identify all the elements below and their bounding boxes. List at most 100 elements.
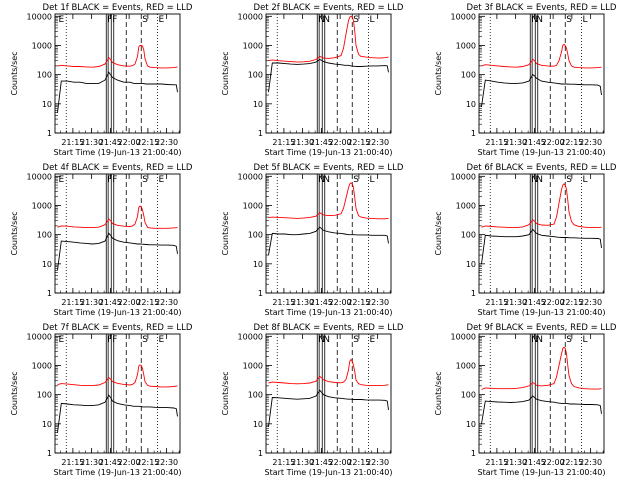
x-tick-label: 21:15	[485, 298, 508, 307]
marker-lines	[489, 174, 582, 293]
x-tick-label: 21:45	[310, 458, 333, 467]
region-label: N	[536, 15, 543, 25]
y-tick-label: 100	[461, 231, 476, 240]
x-tick-label: 21:30	[504, 458, 527, 467]
y-tick-label: 10000	[238, 332, 263, 341]
x-axis-label: Start Time (19-Jun-13 21:00:40)	[54, 308, 182, 317]
x-axis-label: Start Time (19-Jun-13 21:00:40)	[478, 468, 606, 477]
x-tick-label: 21:45	[523, 458, 546, 467]
region-label: S	[566, 335, 572, 345]
region-label: S	[353, 15, 359, 25]
panel-title: Det 1f BLACK = Events, RED = LLD	[43, 3, 193, 13]
y-tick-label: 100	[37, 231, 52, 240]
x-tick-label: 21:45	[523, 298, 546, 307]
plot-frame	[54, 173, 181, 294]
y-axis: 1 10 100 1000 10000 Counts/sec	[221, 172, 272, 298]
y-axis-label: Counts/sec	[434, 371, 443, 415]
lld-series-line	[57, 364, 178, 388]
y-tick-label: 1	[258, 129, 263, 138]
region-label: N	[318, 335, 325, 345]
x-axis-label: Start Time (19-Jun-13 21:00:40)	[54, 148, 182, 157]
y-tick-label: 100	[37, 391, 52, 400]
x-tick-label: 21:30	[80, 298, 103, 307]
y-tick-label: 10	[253, 420, 263, 429]
region-label: E	[59, 335, 65, 345]
x-tick-label: 22:15	[136, 458, 159, 467]
x-tick-label: 21:30	[80, 138, 103, 147]
region-label: S	[142, 15, 148, 25]
x-tick-label: 21:30	[504, 138, 527, 147]
y-tick-label: 10000	[238, 172, 263, 181]
x-tick-label: 21:15	[485, 458, 508, 467]
x-tick-label: 21:15	[485, 138, 508, 147]
y-tick-label: 10	[42, 260, 52, 269]
region-label: N	[536, 335, 543, 345]
events-series-line	[481, 228, 602, 264]
region-label: F	[112, 15, 117, 25]
region-label: N	[531, 175, 538, 185]
region-label: L	[583, 175, 588, 185]
plot-frame	[54, 13, 181, 134]
region-label: F	[107, 175, 112, 185]
panel-1: Det 1f BLACK = Events, RED = LLD E F F S E 1 10…	[10, 3, 193, 157]
region-label: F	[112, 175, 117, 185]
y-tick-label: 1000	[243, 201, 263, 210]
marker-lines	[65, 14, 158, 133]
y-tick-label: 100	[461, 71, 476, 80]
lld-series-line	[481, 346, 602, 390]
region-label: L	[583, 335, 588, 345]
x-tick-label: 21:45	[99, 138, 122, 147]
lld-series-line	[57, 45, 178, 69]
lld-series-line	[268, 15, 389, 63]
region-label: F	[107, 15, 112, 25]
y-tick-label: 1000	[32, 361, 52, 370]
panel-title: Det 7f BLACK = Events, RED = LLD	[43, 323, 193, 333]
y-tick-label: 10	[253, 100, 263, 109]
region-label: S	[566, 15, 572, 25]
y-tick-label: 10	[466, 100, 476, 109]
region-label: N	[323, 175, 330, 185]
lld-series-line	[481, 183, 602, 229]
y-tick-label: 10000	[27, 172, 52, 181]
x-tick-label: 22:00	[542, 138, 565, 147]
y-tick-label: 1	[47, 129, 52, 138]
plot-frame	[478, 13, 605, 134]
y-tick-label: 10	[466, 420, 476, 429]
region-label: S	[353, 335, 359, 345]
region-label: L	[370, 175, 375, 185]
plot-frame	[478, 173, 605, 294]
region-label: E	[370, 335, 376, 345]
y-tick-label: 10	[466, 260, 476, 269]
x-tick-label: 22:15	[136, 298, 159, 307]
x-tick-label: 21:45	[523, 138, 546, 147]
x-tick-label: 21:15	[61, 298, 84, 307]
y-axis-label: Counts/sec	[434, 211, 443, 255]
x-tick-label: 22:00	[542, 458, 565, 467]
y-axis-label: Counts/sec	[10, 211, 19, 255]
y-tick-label: 1000	[243, 41, 263, 50]
y-tick-label: 1	[471, 129, 476, 138]
y-tick-label: 10000	[451, 172, 476, 181]
x-tick-label: 22:30	[366, 458, 389, 467]
x-tick-label: 22:15	[347, 458, 370, 467]
x-tick-label: 21:30	[291, 298, 314, 307]
x-tick-label: 22:30	[579, 458, 602, 467]
region-label: N	[323, 15, 330, 25]
region-label: F	[107, 335, 112, 345]
x-tick-label: 22:00	[542, 298, 565, 307]
y-tick-label: 1000	[456, 41, 476, 50]
x-tick-label: 21:45	[310, 138, 333, 147]
events-series-line	[57, 394, 178, 433]
panel-title: Det 3f BLACK = Events, RED = LLD	[467, 3, 617, 13]
x-tick-label: 21:15	[61, 458, 84, 467]
region-label: E	[59, 175, 65, 185]
x-tick-label: 22:30	[579, 138, 602, 147]
x-tick-label: 22:00	[118, 138, 141, 147]
x-axis-label: Start Time (19-Jun-13 21:00:40)	[478, 308, 606, 317]
x-tick-label: 22:30	[155, 138, 178, 147]
region-label: N	[531, 15, 538, 25]
